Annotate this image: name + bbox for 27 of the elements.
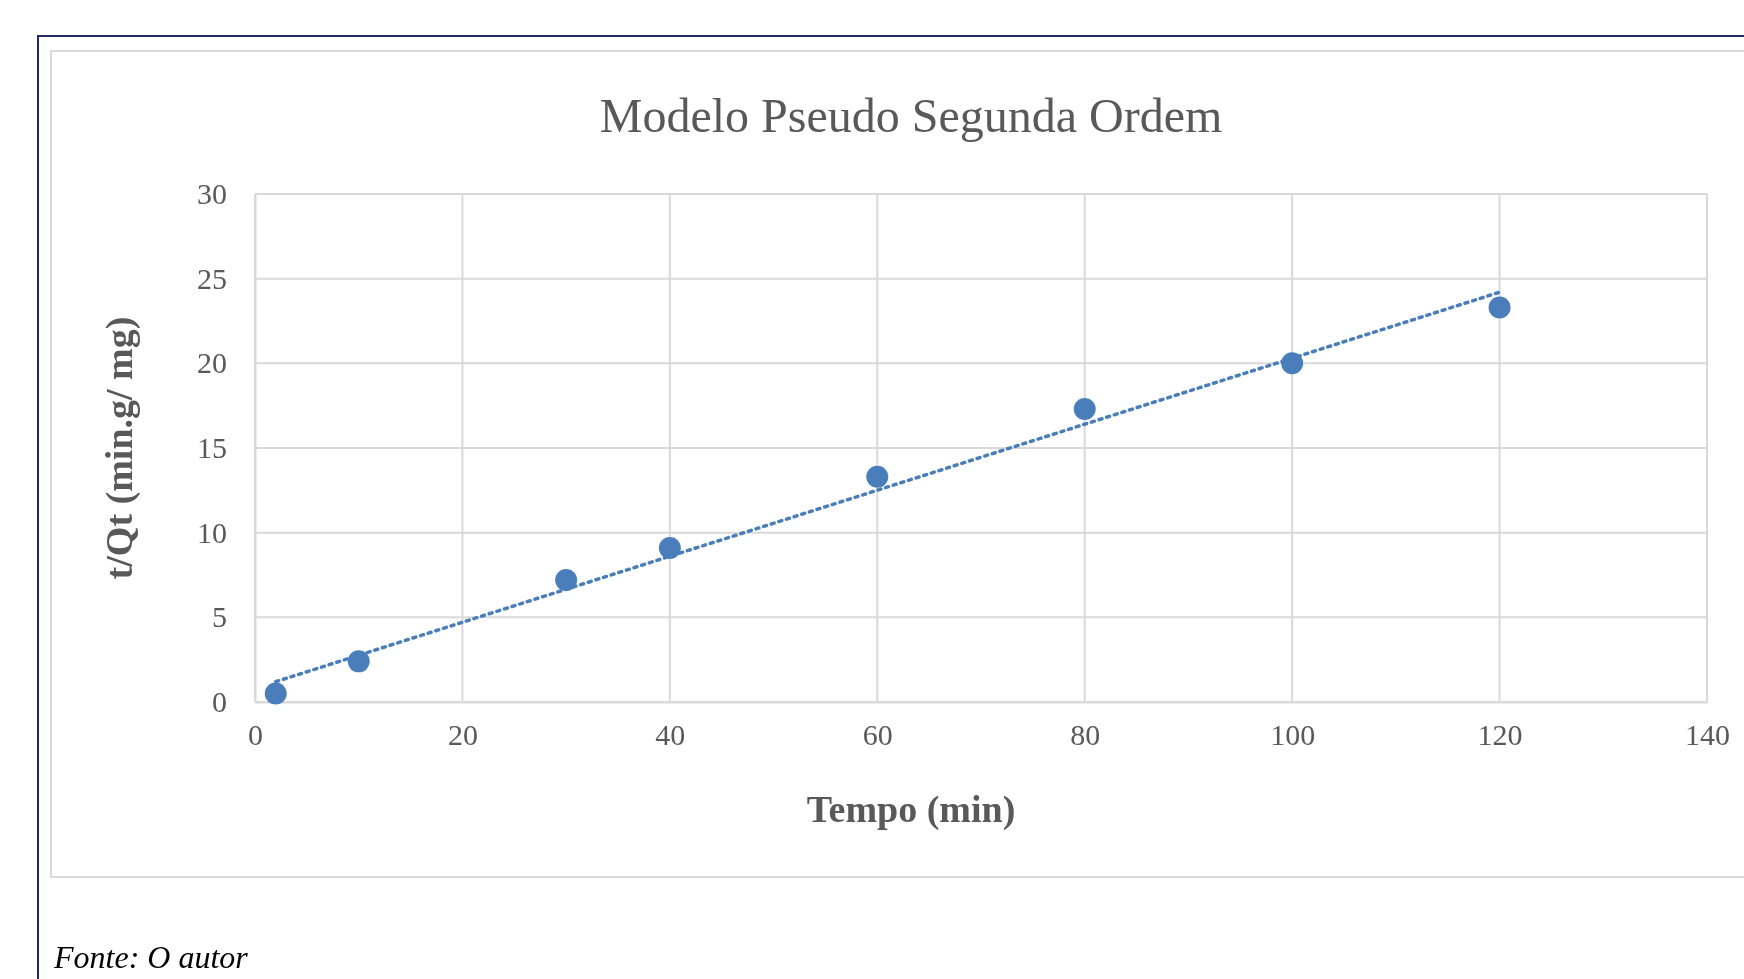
point [658, 536, 681, 559]
y-tick-label: 0 [212, 685, 227, 719]
x-tick-label: 100 [1270, 718, 1316, 752]
point [866, 465, 889, 488]
y-tick-label: 20 [197, 346, 227, 380]
y-tick-label: 10 [197, 515, 227, 549]
point [1281, 352, 1304, 375]
y-tick-label: 15 [197, 431, 227, 465]
point [1073, 398, 1096, 421]
x-axis-title: Tempo (min) [806, 788, 1016, 831]
chart-title: Modelo Pseudo Segunda Ordem [599, 89, 1223, 142]
x-tick-label: 60 [862, 718, 893, 752]
y-tick-label: 5 [212, 600, 227, 634]
y-tick-label: 30 [197, 177, 227, 211]
x-tick-label: 80 [1070, 718, 1101, 752]
x-tick-label: 40 [655, 718, 686, 752]
point [264, 682, 287, 705]
x-tick-label: 0 [248, 718, 263, 752]
source-note: Fonte: O autor [53, 939, 249, 975]
x-tick-label: 120 [1477, 718, 1523, 752]
x-tick-label: 140 [1685, 718, 1730, 752]
y-tick-label: 25 [197, 261, 227, 295]
y-axis-title: t/Qt (min.g/ mg) [98, 316, 141, 580]
point [347, 650, 370, 673]
x-tick-label: 20 [447, 718, 478, 752]
point [555, 569, 578, 592]
point [1488, 296, 1511, 319]
